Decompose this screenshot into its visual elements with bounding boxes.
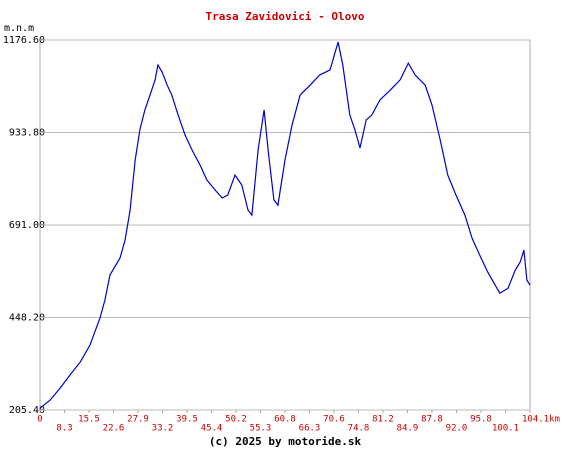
x-tick-label: 33.2 bbox=[152, 424, 174, 434]
x-tick-label: 60.8 bbox=[274, 415, 296, 425]
x-tick-label: 92.0 bbox=[446, 424, 468, 434]
y-tick-label: 205.40 bbox=[9, 405, 45, 416]
x-tick-label: 50.2 bbox=[225, 415, 247, 425]
x-tick-label: 22.6 bbox=[103, 424, 125, 434]
elevation-line bbox=[39, 41, 531, 409]
x-tick-label: 27.9 bbox=[127, 415, 149, 425]
x-tick-label: 55.3 bbox=[250, 424, 272, 434]
x-tick-label: 15.5 bbox=[78, 415, 100, 425]
x-tick-label: 104.1km bbox=[522, 415, 560, 425]
x-tick-label: 100.1 bbox=[492, 424, 519, 434]
x-tick-label: 66.3 bbox=[299, 424, 321, 434]
x-tick-label: 84.9 bbox=[397, 424, 419, 434]
y-tick-label: 933.80 bbox=[9, 128, 45, 139]
footer: (c) 2025 by motoride.sk bbox=[209, 435, 362, 448]
x-tick-label: 0 bbox=[37, 415, 42, 425]
x-tick-label: 8.3 bbox=[56, 424, 72, 434]
y-tick-label: 1176.60 bbox=[3, 35, 45, 46]
x-tick-label: 87.8 bbox=[421, 415, 443, 425]
x-tick-label: 95.8 bbox=[470, 415, 492, 425]
chart-title: Trasa Zavidovici - Olovo bbox=[206, 10, 365, 23]
x-tick-label: 70.6 bbox=[323, 415, 345, 425]
y-axis-label: m.n.m bbox=[4, 23, 34, 34]
y-tick-label: 448.20 bbox=[9, 313, 45, 324]
x-tick-label: 81.2 bbox=[372, 415, 394, 425]
x-tick-label: 45.4 bbox=[201, 424, 223, 434]
x-tick-label: 74.8 bbox=[348, 424, 370, 434]
y-tick-label: 691.00 bbox=[9, 220, 45, 231]
x-tick-label: 39.5 bbox=[176, 415, 198, 425]
